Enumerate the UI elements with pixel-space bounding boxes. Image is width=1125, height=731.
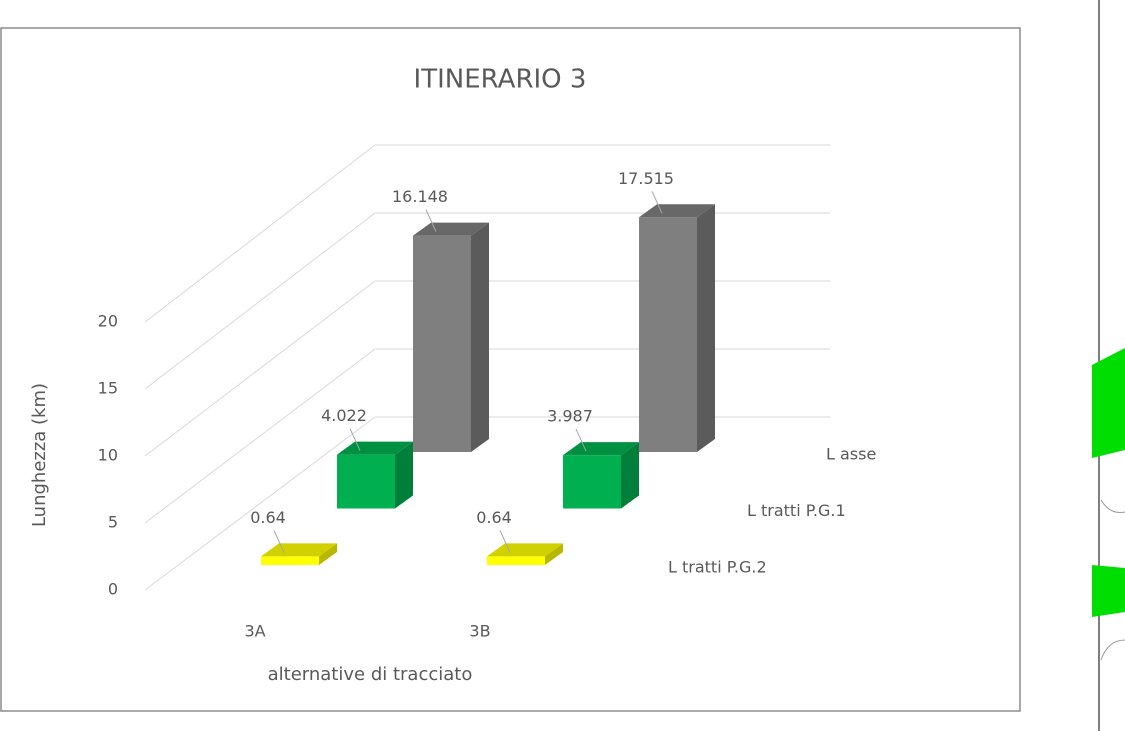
bar-side <box>545 543 563 565</box>
bar <box>563 442 639 509</box>
value-label: 4.022 <box>321 406 367 425</box>
bar-top <box>413 222 489 236</box>
bar <box>337 441 413 509</box>
grid-line <box>144 212 376 390</box>
leader-line <box>575 428 587 452</box>
legend-label: L tratti P.G.1 <box>747 501 846 520</box>
y-tick-label: 15 <box>98 379 118 398</box>
bar-top <box>261 543 337 557</box>
bar-top <box>639 204 715 218</box>
bar-side <box>319 543 337 565</box>
bar-front <box>563 455 621 509</box>
value-label: 3.987 <box>547 407 593 426</box>
grid-line <box>144 280 376 457</box>
value-label: 17.515 <box>618 169 674 188</box>
value-label: 16.148 <box>392 187 448 206</box>
x-tick-label: 3B <box>469 622 490 641</box>
y-tick-label: 10 <box>98 446 118 465</box>
bar-side <box>395 441 413 509</box>
leader-line <box>651 191 663 214</box>
chart-frame <box>0 27 1021 712</box>
leader-line <box>349 428 361 451</box>
bar-side <box>697 204 715 452</box>
side-curve <box>1100 639 1125 661</box>
legend-label: L asse <box>826 445 876 464</box>
bar-front <box>337 454 395 509</box>
bar-side <box>621 442 639 509</box>
y-axis-title: Lunghezza (km) <box>29 383 50 527</box>
bar <box>413 222 489 452</box>
bar-side <box>471 222 489 452</box>
bar-front <box>487 556 545 565</box>
legend-label: L tratti P.G.2 <box>668 558 767 577</box>
chart-title: ITINERARIO 3 <box>414 65 587 95</box>
x-tick-label: 3A <box>244 622 265 641</box>
side-curve <box>1100 499 1125 513</box>
grid-line <box>144 348 376 524</box>
grid-line <box>144 416 376 591</box>
grid-line <box>144 144 376 323</box>
leader-line <box>273 530 285 553</box>
side-shape <box>1092 348 1125 458</box>
y-tick-label: 5 <box>108 513 118 532</box>
bar-top <box>337 441 413 455</box>
bar <box>487 543 563 565</box>
side-shape <box>1092 565 1125 617</box>
bar-top <box>487 543 563 557</box>
leader-line <box>425 209 437 232</box>
value-label: 0.64 <box>476 508 512 527</box>
y-tick-label: 0 <box>108 580 118 599</box>
bar-top <box>563 442 639 456</box>
x-axis-title: alternative di tracciato <box>268 664 473 685</box>
bar-front <box>261 556 319 565</box>
bar <box>639 204 715 452</box>
value-label: 0.64 <box>250 508 286 527</box>
y-tick-label: 20 <box>98 312 118 331</box>
leader-line <box>499 530 511 553</box>
bar-front <box>413 235 471 452</box>
bar <box>261 543 337 565</box>
bar-front <box>639 217 697 452</box>
